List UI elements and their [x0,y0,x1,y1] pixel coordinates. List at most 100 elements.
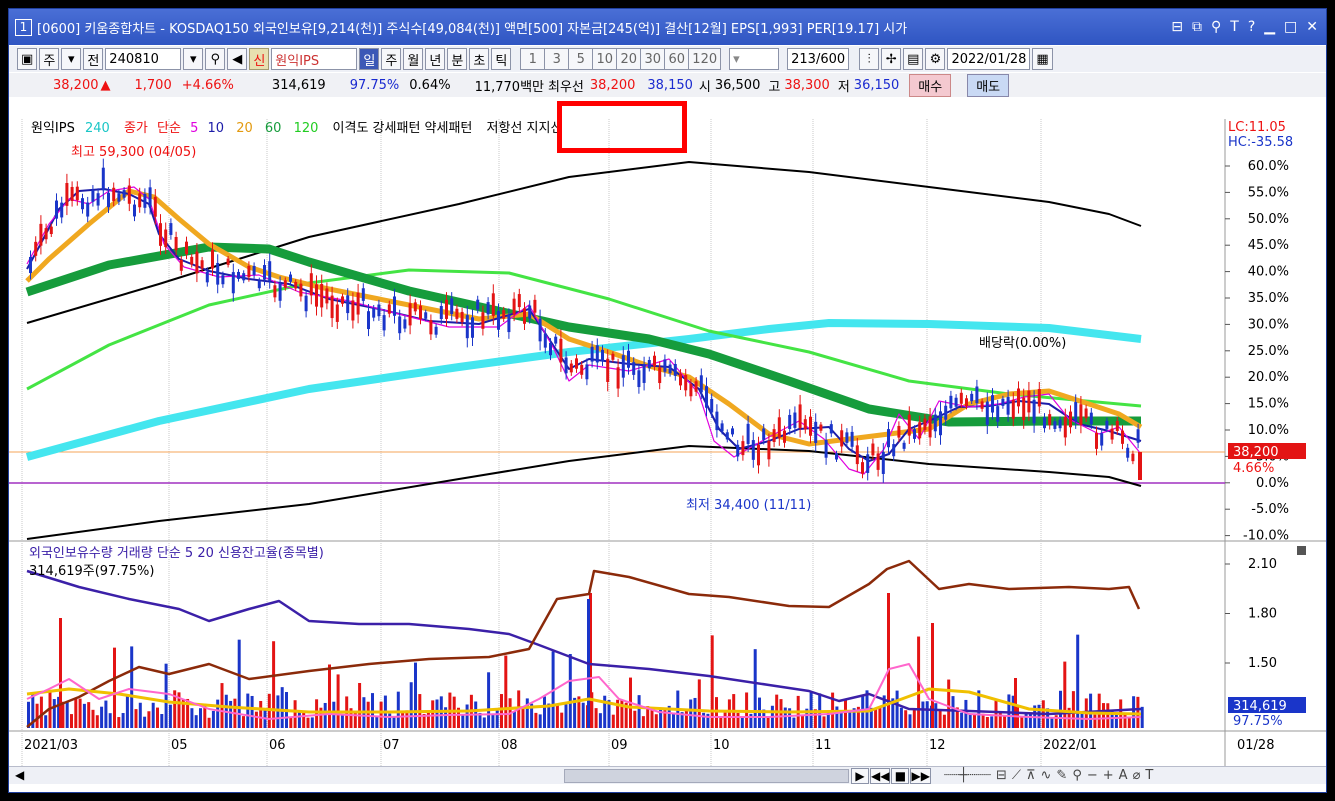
horizontal-scrollbar[interactable]: ◀ ▶ ◀◀ ■ ▶▶ ┈┈┼┈┈┈ ⊟ ⟋ ⊼ ∿ ✎ ⚲ − + A ⌀ T [9,766,1326,784]
lower-y-tick-label: 2.10 [1248,557,1277,572]
gear-icon[interactable]: ⚙ [925,48,946,70]
stop-icon[interactable]: ■ [891,768,910,784]
tab-month[interactable]: 월 [403,48,424,70]
volume-bar [1123,713,1127,728]
volume-bar [272,641,276,728]
tab-day[interactable]: 일 [359,48,380,70]
minimize-icon[interactable]: ▁ [1264,19,1276,35]
zoom-in-icon[interactable]: + [1102,768,1114,783]
candle-body [356,292,360,315]
candle-body [1126,447,1130,458]
volume-bar [1093,714,1097,728]
lower-y-tick-label: 1.80 [1248,607,1277,622]
wave-icon[interactable]: ∿ [1040,768,1052,783]
volume-bar [1132,696,1136,728]
volume-bar [293,700,297,728]
volume-spike [59,618,62,728]
sound-icon[interactable]: ◀ [227,48,248,70]
scroll-left-icon[interactable]: ◀ [15,768,25,782]
layout-icon[interactable]: ⊟ [1171,19,1183,35]
credit-balance-line [26,559,1141,728]
interval-120[interactable]: 120 [688,48,722,70]
volume-bar [203,703,207,728]
buy-button[interactable]: 매수 [909,73,952,97]
legend-patterns: 이격도 강세패턴 약세패턴 [333,121,473,136]
help-icon[interactable]: ? [1247,19,1256,35]
candle-body [434,326,438,335]
tab-tick[interactable]: 틱 [491,48,512,70]
volume-bar [577,696,581,728]
zoom-icon[interactable]: ⚲ [1072,768,1082,783]
crosshair-icon[interactable]: ✢ [881,48,902,70]
volume-bar [211,711,215,728]
date-field[interactable]: 2022/01/28 [947,48,1031,70]
close-icon[interactable]: ✕ [1306,19,1318,35]
candle-body [91,189,95,202]
candle-body [1001,398,1005,406]
zoom-out-icon[interactable]: − [1086,768,1098,783]
sell-button[interactable]: 매도 [967,73,1010,97]
candle-body [866,454,870,473]
speed-slider[interactable]: ┈┈┼┈┈┈ [944,768,991,783]
rewind-icon[interactable]: ◀◀ [870,768,891,784]
drawing-tools: ┈┈┼┈┈┈ ⊟ ⟋ ⊼ ∿ ✎ ⚲ − + A ⌀ T [944,768,1153,783]
maximize-icon[interactable]: □ [1284,19,1298,35]
volume-bar [985,716,989,728]
pencil-icon[interactable]: ✎ [1056,768,1068,783]
volume-bar [349,708,353,728]
period-dropdown-icon[interactable]: ▾ [61,48,82,70]
chart-canvas[interactable]: 원익IPS 240 종가 단순 5 10 20 60 120 이격도 강세패턴 … [9,9,1326,794]
mode-button[interactable]: 전 [83,48,104,70]
candle-style-icon[interactable]: ⫶ [859,48,880,70]
volume-bar [74,698,78,728]
y-tick-label: 0.0% [1256,476,1289,491]
play-icon[interactable]: ▶ [851,768,869,784]
candle-body [746,423,750,444]
candle-body [809,416,812,436]
candle-body [398,316,402,334]
candle-body [757,444,760,466]
volume-bar [1059,690,1062,728]
interval-input[interactable]: ▾ [729,48,780,70]
text-tool-icon[interactable]: A [1118,768,1128,783]
font-icon[interactable]: T [1230,19,1239,35]
volume-bar [340,715,344,728]
period-select[interactable]: 주 [39,48,60,70]
candle-body [96,193,100,206]
tab-year[interactable]: 년 [425,48,446,70]
candle-body [190,256,194,265]
screen-icon[interactable]: ⊟ [995,768,1007,783]
fibonacci-icon[interactable]: ⊼ [1025,768,1036,783]
volume-bar [95,715,99,728]
search-icon[interactable]: ⚲ [205,48,226,70]
panel-close-icon[interactable] [1297,546,1306,555]
pin-icon[interactable]: ⚲ [1210,19,1222,35]
calendar-icon[interactable]: ▦ [1032,48,1053,70]
up-arrow-icon: ▲ [100,77,111,93]
tab-second[interactable]: 초 [469,48,490,70]
trendline-icon[interactable]: ⟋ [1011,768,1021,783]
tab-minute[interactable]: 분 [447,48,468,70]
scroll-thumb[interactable] [564,769,849,783]
volume-bar [852,708,856,728]
stock-name-field[interactable]: 원익IPS [271,48,358,70]
stock-code-input[interactable]: 240810 [105,48,182,70]
interval-10[interactable]: 10 [592,48,618,70]
candle-body [850,431,854,447]
save-icon[interactable]: ▤ [903,48,924,70]
best-quote-label: 최우선 [548,79,584,95]
tab-week[interactable]: 주 [381,48,402,70]
code-dropdown-icon[interactable]: ▾ [183,48,204,70]
ma120-line [26,268,1142,408]
copy-window-icon[interactable]: ⧉ [1191,19,1202,35]
change-percent: +4.66% [181,77,234,93]
candle-body [445,299,448,319]
fast-forward-icon[interactable]: ▶▶ [910,768,931,784]
interval-20[interactable]: 20 [616,48,642,70]
font-size-icon[interactable]: T [1145,768,1154,783]
count-field[interactable]: 213/600 [787,48,850,70]
volume-bar [65,702,69,728]
price-tag [1228,443,1306,459]
chart-layout-icon[interactable]: ▣ [17,48,38,70]
eraser-icon[interactable]: ⌀ [1132,768,1141,783]
